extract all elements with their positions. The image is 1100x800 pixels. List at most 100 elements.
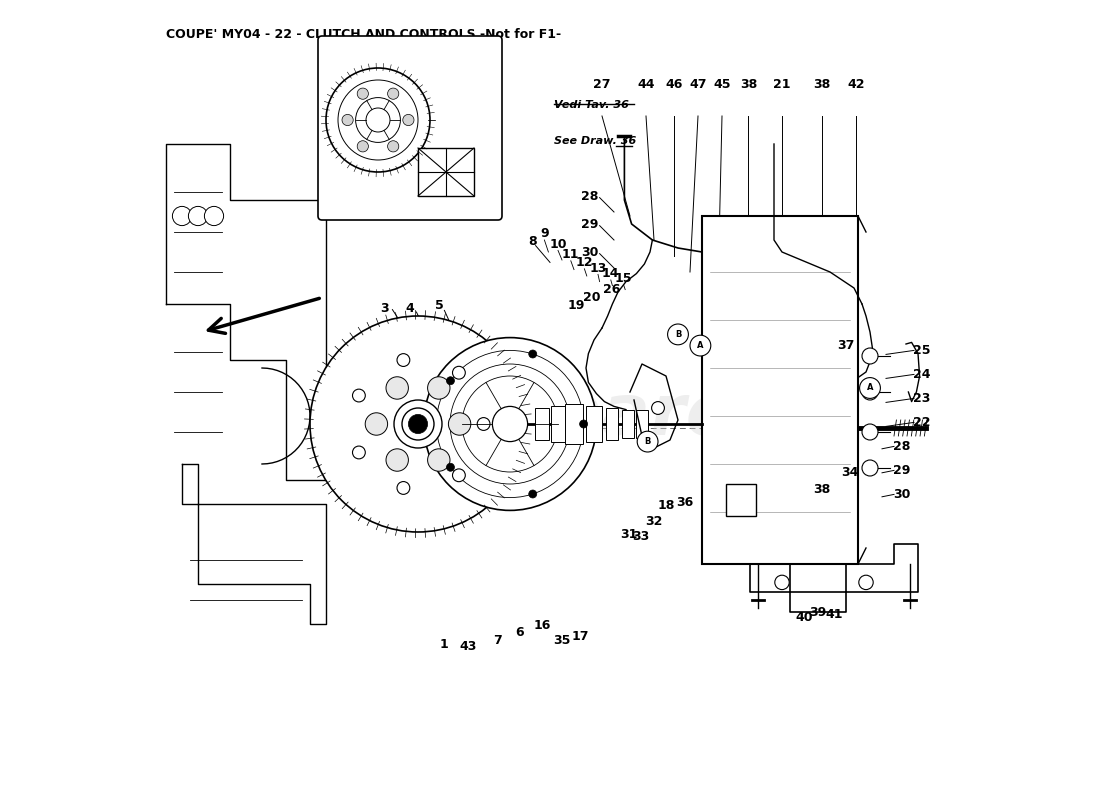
Bar — [726, 484, 757, 516]
Text: 11: 11 — [562, 248, 580, 261]
Text: 37: 37 — [837, 339, 855, 352]
Text: 39: 39 — [810, 606, 826, 618]
Circle shape — [529, 350, 537, 358]
Text: 40: 40 — [795, 611, 813, 624]
Text: 32: 32 — [646, 515, 662, 528]
Text: 38: 38 — [813, 78, 830, 90]
Text: A: A — [867, 383, 873, 393]
Text: 3: 3 — [381, 302, 388, 314]
Circle shape — [403, 114, 414, 126]
Text: 46: 46 — [666, 78, 683, 90]
Circle shape — [310, 316, 526, 532]
Text: 5: 5 — [436, 299, 444, 312]
Circle shape — [862, 424, 878, 440]
Circle shape — [365, 413, 387, 435]
Text: 9: 9 — [540, 227, 549, 240]
Text: 10: 10 — [549, 238, 566, 250]
Text: 21: 21 — [773, 78, 791, 90]
Circle shape — [862, 460, 878, 476]
Circle shape — [387, 88, 399, 99]
Circle shape — [173, 206, 191, 226]
Text: 28: 28 — [581, 190, 598, 202]
Text: 22: 22 — [913, 416, 931, 429]
Circle shape — [529, 490, 537, 498]
Circle shape — [452, 469, 465, 482]
Circle shape — [774, 575, 789, 590]
Text: 30: 30 — [893, 488, 911, 501]
Circle shape — [397, 482, 410, 494]
Text: Vedi Tav. 36: Vedi Tav. 36 — [554, 100, 629, 110]
Text: See Draw. 36: See Draw. 36 — [554, 136, 636, 146]
Text: 43: 43 — [460, 640, 477, 653]
Circle shape — [408, 414, 428, 434]
Bar — [551, 406, 565, 442]
Circle shape — [859, 378, 880, 398]
Circle shape — [386, 377, 408, 399]
Text: 8: 8 — [528, 235, 537, 248]
Circle shape — [637, 431, 658, 452]
Bar — [535, 408, 549, 440]
Text: 14: 14 — [602, 267, 619, 280]
Text: 26: 26 — [603, 283, 620, 296]
Bar — [606, 408, 618, 440]
Bar — [623, 410, 635, 438]
Text: 28: 28 — [893, 440, 911, 453]
Text: 29: 29 — [581, 218, 598, 230]
Text: 2: 2 — [444, 143, 452, 153]
Text: 12: 12 — [575, 256, 593, 269]
Circle shape — [862, 348, 878, 364]
Circle shape — [668, 324, 689, 345]
Circle shape — [352, 446, 365, 459]
Circle shape — [397, 354, 410, 366]
Text: 38: 38 — [740, 78, 757, 90]
Circle shape — [424, 338, 596, 510]
Circle shape — [394, 400, 442, 448]
Circle shape — [452, 366, 465, 379]
Circle shape — [859, 575, 873, 590]
Circle shape — [862, 384, 878, 400]
Text: 35: 35 — [553, 634, 571, 646]
Text: 20: 20 — [583, 291, 601, 304]
Text: 47: 47 — [690, 78, 706, 90]
Text: 1: 1 — [440, 638, 449, 650]
Bar — [702, 216, 858, 564]
Text: 24: 24 — [913, 368, 931, 381]
Text: 36: 36 — [675, 496, 693, 509]
Circle shape — [205, 206, 223, 226]
Text: B: B — [645, 437, 651, 446]
Text: 18: 18 — [658, 499, 674, 512]
Circle shape — [188, 206, 208, 226]
Circle shape — [342, 114, 353, 126]
Text: 45: 45 — [713, 78, 730, 90]
Circle shape — [477, 418, 490, 430]
Text: 42: 42 — [848, 78, 865, 90]
Text: 25: 25 — [913, 344, 931, 357]
Text: 23: 23 — [913, 392, 931, 405]
Text: 7: 7 — [494, 634, 503, 646]
Circle shape — [428, 377, 450, 399]
Circle shape — [690, 335, 711, 356]
Bar — [418, 148, 474, 196]
Circle shape — [449, 413, 471, 435]
Text: 34: 34 — [842, 466, 859, 478]
Circle shape — [580, 420, 587, 428]
Circle shape — [493, 406, 528, 442]
Circle shape — [447, 377, 454, 385]
Circle shape — [386, 449, 408, 471]
Bar — [586, 406, 602, 442]
Text: 29: 29 — [893, 464, 911, 477]
Bar — [636, 410, 648, 438]
Circle shape — [447, 463, 454, 471]
Text: COUPE' MY04 - 22 - CLUTCH AND CONTROLS -Not for F1-: COUPE' MY04 - 22 - CLUTCH AND CONTROLS -… — [166, 28, 561, 41]
Text: A: A — [697, 341, 704, 350]
Text: 13: 13 — [590, 262, 607, 274]
Text: 17: 17 — [572, 630, 590, 642]
Text: 16: 16 — [534, 619, 551, 632]
Text: 38: 38 — [813, 483, 830, 496]
Circle shape — [352, 389, 365, 402]
Text: 15: 15 — [615, 272, 632, 285]
Text: 41: 41 — [825, 608, 843, 621]
Text: 6: 6 — [515, 626, 524, 638]
Bar — [565, 404, 583, 444]
Circle shape — [358, 88, 368, 99]
